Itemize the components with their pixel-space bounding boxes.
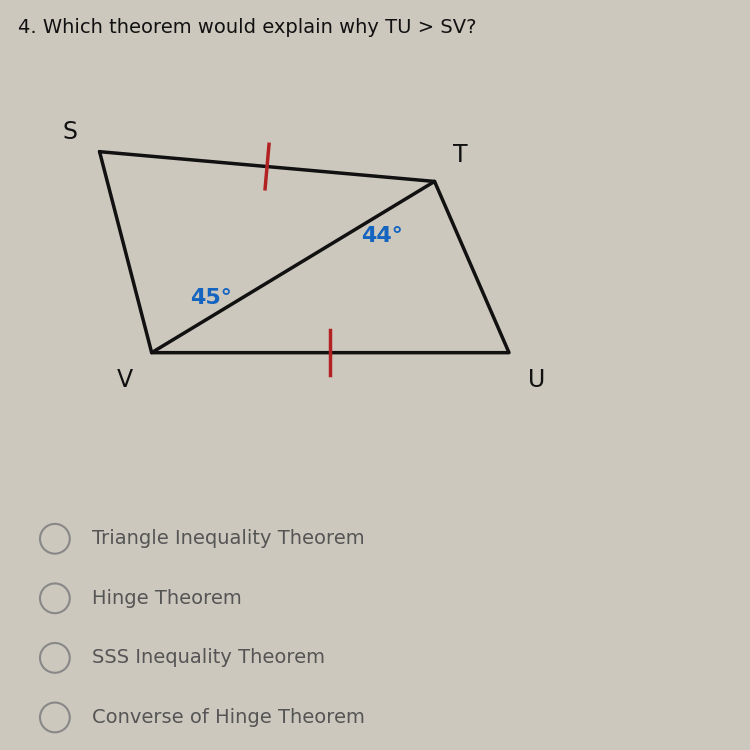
Text: Converse of Hinge Theorem: Converse of Hinge Theorem (92, 708, 365, 727)
Text: S: S (62, 120, 77, 144)
Text: Triangle Inequality Theorem: Triangle Inequality Theorem (92, 530, 364, 548)
Text: SSS Inequality Theorem: SSS Inequality Theorem (92, 649, 325, 668)
Text: 45°: 45° (190, 288, 232, 308)
Text: V: V (117, 368, 133, 392)
Text: T: T (453, 142, 468, 166)
Text: U: U (527, 368, 544, 392)
Text: Hinge Theorem: Hinge Theorem (92, 589, 242, 608)
Text: 44°: 44° (362, 226, 404, 246)
Text: 4. Which theorem would explain why TU > SV?: 4. Which theorem would explain why TU > … (18, 18, 476, 37)
